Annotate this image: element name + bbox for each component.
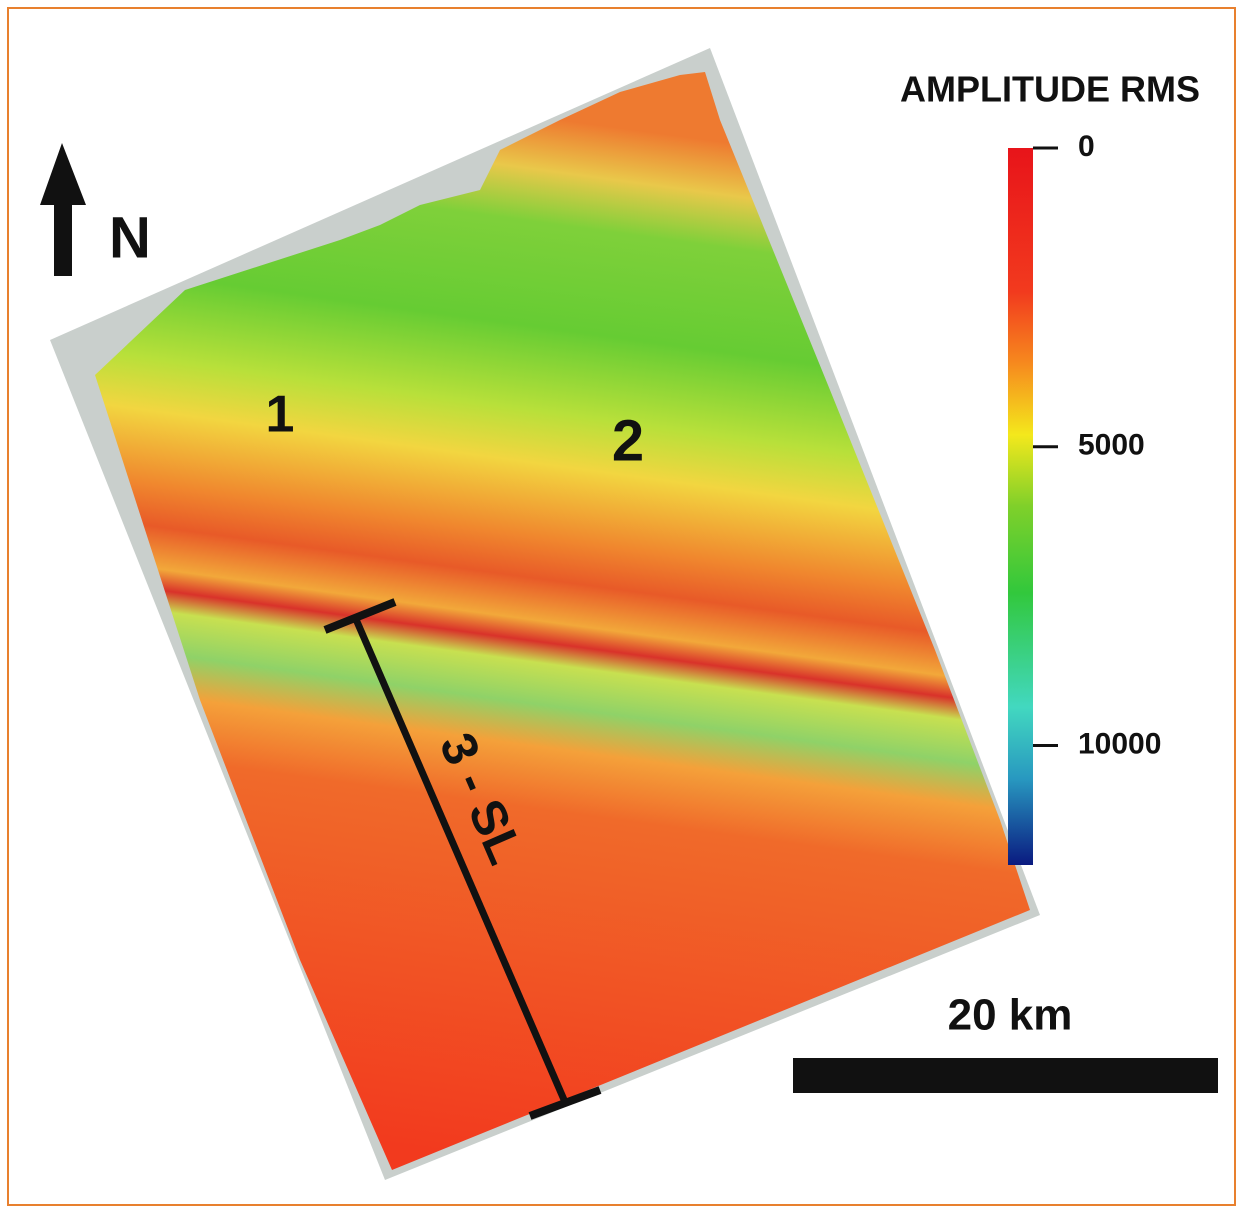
scale-bar bbox=[793, 1058, 1218, 1093]
north-label: N bbox=[109, 205, 151, 270]
zone-label: 2 bbox=[612, 408, 644, 473]
arrow bbox=[40, 143, 86, 276]
zone-label: 1 bbox=[266, 386, 295, 444]
colorbar bbox=[1008, 148, 1033, 865]
tick-label: 0 bbox=[1078, 130, 1095, 163]
north-arrow: N bbox=[40, 143, 151, 276]
figure: N 1 2 3 - SL AMPLITUDE RMS 0500010000 20… bbox=[0, 0, 1243, 1212]
tick-label: 5000 bbox=[1078, 429, 1145, 462]
amplitude-map bbox=[95, 72, 1030, 1170]
colorbar-ticks: 0 5000 10000 bbox=[1033, 130, 1161, 761]
scale-label: 20 km bbox=[948, 991, 1073, 1040]
tick-label: 10000 bbox=[1078, 727, 1161, 760]
legend-title: AMPLITUDE RMS bbox=[900, 69, 1200, 110]
